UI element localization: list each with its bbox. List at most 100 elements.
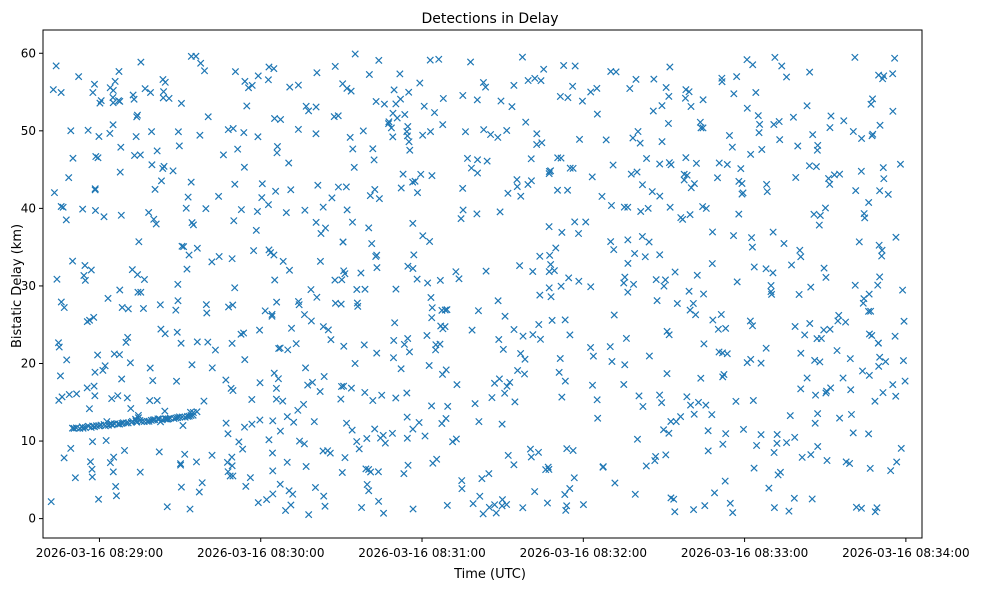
data-point bbox=[702, 401, 710, 409]
data-point bbox=[545, 169, 553, 178]
data-point bbox=[300, 310, 309, 319]
data-point bbox=[346, 133, 354, 141]
data-point bbox=[704, 447, 712, 455]
data-point bbox=[80, 271, 88, 280]
data-point bbox=[645, 352, 654, 360]
data-point bbox=[621, 361, 629, 369]
data-point bbox=[419, 232, 427, 240]
data-point bbox=[782, 73, 791, 81]
data-point bbox=[112, 492, 121, 500]
data-point bbox=[300, 440, 309, 448]
data-point bbox=[70, 424, 78, 432]
data-point bbox=[406, 146, 414, 154]
data-point bbox=[852, 187, 860, 195]
data-point bbox=[611, 479, 619, 487]
data-point bbox=[488, 393, 496, 402]
data-point bbox=[626, 84, 634, 93]
data-point bbox=[481, 83, 490, 91]
data-point bbox=[469, 499, 477, 508]
x-tick-label: 2026-03-16 08:29:00 bbox=[36, 546, 163, 560]
data-point bbox=[177, 339, 185, 347]
data-point bbox=[47, 498, 55, 506]
data-point bbox=[141, 85, 149, 93]
data-point bbox=[642, 462, 650, 470]
data-point bbox=[240, 163, 249, 171]
data-point bbox=[436, 276, 444, 285]
data-point bbox=[276, 344, 284, 352]
data-point bbox=[106, 84, 114, 92]
data-point bbox=[415, 418, 423, 427]
data-point bbox=[409, 264, 417, 273]
data-point bbox=[645, 238, 653, 246]
data-point bbox=[313, 293, 321, 301]
data-point bbox=[255, 326, 264, 334]
data-point bbox=[86, 458, 95, 466]
data-point bbox=[677, 213, 685, 222]
data-point bbox=[658, 101, 666, 110]
data-point bbox=[876, 353, 884, 361]
data-point bbox=[830, 171, 839, 179]
data-point bbox=[622, 334, 631, 343]
data-point bbox=[340, 342, 348, 350]
data-point bbox=[708, 228, 717, 236]
data-point bbox=[608, 357, 616, 366]
data-point bbox=[399, 170, 407, 178]
data-point bbox=[174, 297, 182, 305]
data-point bbox=[490, 501, 499, 509]
data-point bbox=[665, 429, 673, 437]
data-point bbox=[337, 382, 346, 391]
data-point bbox=[430, 108, 439, 117]
data-point bbox=[133, 111, 142, 119]
data-point bbox=[200, 397, 208, 405]
data-point bbox=[797, 349, 805, 357]
data-point bbox=[146, 88, 155, 97]
data-point bbox=[409, 425, 417, 433]
data-point bbox=[653, 296, 661, 305]
data-point bbox=[659, 426, 668, 434]
data-point bbox=[327, 336, 335, 344]
data-point bbox=[104, 294, 112, 303]
data-point bbox=[504, 189, 512, 197]
data-point bbox=[473, 169, 482, 177]
data-point bbox=[275, 344, 283, 353]
data-point bbox=[271, 187, 280, 195]
data-point bbox=[420, 102, 428, 110]
data-point bbox=[258, 180, 266, 188]
data-point bbox=[369, 396, 377, 405]
data-point bbox=[518, 53, 527, 61]
data-point bbox=[118, 303, 126, 312]
data-point bbox=[274, 375, 283, 383]
data-point bbox=[506, 378, 514, 386]
data-point bbox=[708, 259, 716, 268]
data-point bbox=[351, 50, 359, 58]
data-point bbox=[270, 369, 278, 377]
data-point bbox=[841, 318, 850, 326]
data-point bbox=[531, 487, 539, 496]
data-point bbox=[115, 67, 123, 76]
data-point bbox=[806, 319, 814, 328]
data-point bbox=[391, 319, 399, 327]
data-point bbox=[362, 465, 370, 473]
data-point bbox=[691, 311, 700, 319]
data-point bbox=[510, 325, 518, 334]
data-point bbox=[726, 499, 734, 507]
data-point bbox=[486, 130, 495, 139]
data-point bbox=[667, 494, 675, 502]
data-point bbox=[620, 203, 628, 211]
data-point bbox=[428, 314, 436, 322]
data-point bbox=[392, 285, 400, 293]
data-point bbox=[665, 92, 673, 101]
data-point bbox=[192, 458, 201, 466]
data-point bbox=[299, 400, 308, 409]
data-point bbox=[847, 410, 856, 419]
data-point bbox=[610, 311, 618, 319]
data-point bbox=[475, 417, 483, 426]
data-point bbox=[269, 467, 277, 475]
data-point bbox=[331, 276, 339, 284]
data-point bbox=[363, 434, 371, 443]
data-point bbox=[752, 88, 760, 97]
data-point bbox=[798, 453, 806, 461]
data-point bbox=[165, 94, 173, 103]
data-point bbox=[665, 331, 673, 339]
data-point bbox=[735, 210, 743, 218]
